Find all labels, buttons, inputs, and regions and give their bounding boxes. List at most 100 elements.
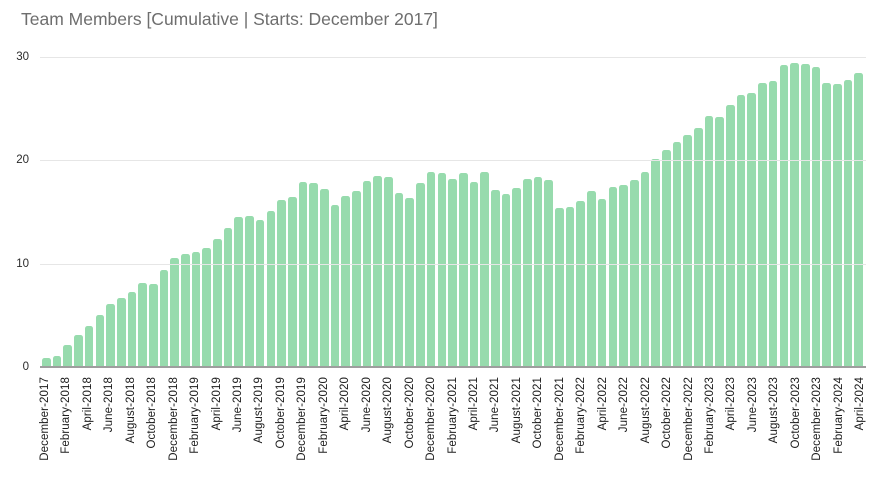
bar-November-2018[interactable] [159,269,169,367]
bar-December-2021[interactable] [555,207,564,367]
x-tick-label-February-2018: February-2018 [60,377,73,454]
x-axis: December-2017 February-2018 April-2018 June… [38,375,866,493]
bar-March-2020[interactable] [330,204,340,367]
bar-January-2021[interactable] [437,172,447,367]
bar-January-2024[interactable] [822,82,831,367]
bar-September-2022[interactable] [651,159,660,367]
x-tick-label-February-2019: February-2019 [189,377,201,454]
bar-April-2019[interactable] [213,238,222,367]
x-tick-label-December-2022: December-2022 [682,377,695,461]
bar-November-2023[interactable] [800,64,810,367]
y-tick-label-0: 0 [22,361,29,373]
bar-July-2023[interactable] [758,82,767,367]
x-tick-label-April-2021: April-2021 [468,377,480,431]
bar-July-2022[interactable] [629,180,639,367]
bar-August-2021[interactable] [512,188,521,367]
x-tick-label-October-2022: October-2022 [661,377,673,449]
bar-April-2018[interactable] [84,325,94,367]
bar-December-2023[interactable] [811,67,821,367]
x-tick-label-December-2021: December-2021 [553,377,566,461]
bar-July-2018[interactable] [116,297,126,367]
bar-December-2019[interactable] [298,182,308,367]
x-tick-label-June-2019: June-2019 [232,377,244,433]
bar-October-2020[interactable] [405,197,415,367]
y-axis: 0 10 20 30 [0,0,31,493]
bar-August-2019[interactable] [255,220,265,367]
bar-December-2017[interactable] [42,357,51,367]
bar-March-2021[interactable] [458,172,468,367]
x-tick-label-February-2021: February-2021 [446,377,459,454]
bar-June-2019[interactable] [234,217,244,367]
x-tick-label-February-2020: February-2020 [317,377,330,454]
bar-August-2022[interactable] [640,171,650,367]
bar-May-2018[interactable] [95,315,105,367]
bar-August-2023[interactable] [768,80,778,367]
bar-February-2023[interactable] [704,115,714,367]
bar-February-2020[interactable] [319,189,329,367]
bar-November-2021[interactable] [544,180,553,367]
bar-March-2024[interactable] [843,79,853,367]
bar-February-2024[interactable] [832,83,842,367]
bar-April-2020[interactable] [341,195,350,367]
y-tick-label-10: 10 [16,257,29,270]
bar-May-2020[interactable] [352,191,361,367]
bar-May-2021[interactable] [480,171,489,367]
bar-November-2020[interactable] [416,183,425,367]
bar-July-2020[interactable] [373,175,382,367]
bar-December-2020[interactable] [426,171,436,367]
bar-February-2019[interactable] [191,252,201,367]
bar-January-2022[interactable] [565,206,575,367]
bar-January-2019[interactable] [181,254,190,367]
bar-April-2021[interactable] [469,182,479,367]
bar-March-2018[interactable] [74,335,83,367]
bar-November-2019[interactable] [287,196,297,367]
x-tick-label-June-2018: June-2018 [103,377,116,433]
bar-March-2022[interactable] [587,191,596,367]
gridline-30 [40,57,866,58]
bar-October-2018[interactable] [148,284,158,367]
bar-July-2019[interactable] [245,216,254,367]
bar-January-2018[interactable] [52,355,62,367]
bar-May-2022[interactable] [608,187,618,367]
bar-December-2018[interactable] [170,257,179,367]
bar-January-2023[interactable] [694,128,703,367]
bar-September-2021[interactable] [523,178,532,367]
bar-June-2020[interactable] [362,181,372,367]
bar-December-2022[interactable] [683,134,692,367]
bar-January-2020[interactable] [309,183,318,367]
x-tick-label-October-2023: October-2023 [789,377,802,449]
bar-March-2023[interactable] [715,116,724,367]
bar-February-2018[interactable] [63,345,73,367]
bar-September-2023[interactable] [779,65,789,367]
bar-April-2023[interactable] [726,104,735,367]
bar-April-2024[interactable] [854,72,863,367]
bar-February-2021[interactable] [448,178,457,367]
bar-June-2022[interactable] [619,185,628,367]
bar-August-2020[interactable] [384,176,393,367]
x-axis-baseline [40,366,866,368]
bar-September-2018[interactable] [138,283,147,367]
bar-October-2019[interactable] [277,199,286,367]
bar-November-2022[interactable] [672,141,682,367]
x-tick-label-August-2018: August-2018 [124,377,137,444]
x-tick-label-June-2020: June-2020 [360,377,373,433]
bar-August-2018[interactable] [127,291,137,367]
bar-October-2021[interactable] [533,176,543,367]
bar-February-2022[interactable] [576,200,586,367]
x-tick-label-June-2023: June-2023 [746,377,759,433]
y-tick-label-30: 30 [16,51,29,63]
bar-October-2023[interactable] [790,63,799,367]
bar-June-2023[interactable] [747,93,757,367]
bar-April-2022[interactable] [597,198,607,367]
bar-September-2019[interactable] [266,211,276,367]
bar-March-2019[interactable] [202,248,211,367]
bar-May-2019[interactable] [223,227,233,367]
bar-July-2021[interactable] [501,194,511,367]
bar-October-2022[interactable] [661,150,671,367]
bar-June-2021[interactable] [490,190,500,367]
bar-May-2023[interactable] [736,95,746,367]
bar-June-2018[interactable] [106,304,115,367]
bar-September-2020[interactable] [394,193,404,367]
x-tick-label-December-2017: December-2017 [38,377,51,461]
x-tick-label-June-2021: June-2021 [489,377,502,433]
